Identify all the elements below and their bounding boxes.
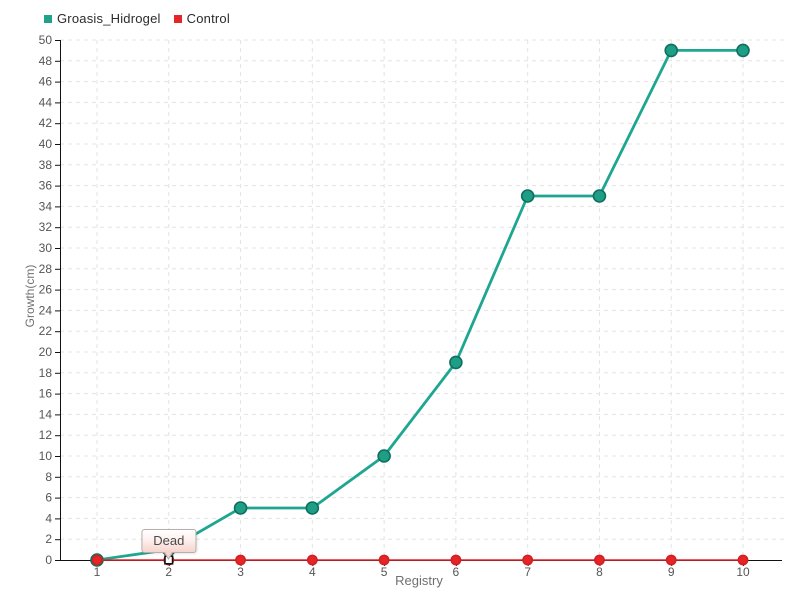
y-tick-label: 4 bbox=[45, 511, 52, 525]
y-tick-label: 2 bbox=[45, 532, 52, 546]
x-tick-label: 1 bbox=[94, 565, 101, 579]
data-point-control-3[interactable] bbox=[235, 554, 246, 566]
legend-swatch-icon bbox=[173, 14, 182, 23]
y-tick-label: 42 bbox=[39, 116, 53, 130]
y-tick-label: 26 bbox=[39, 283, 53, 297]
x-tick-label: 9 bbox=[668, 565, 675, 579]
tooltip-text: Dead bbox=[153, 533, 185, 548]
y-tick-label: 12 bbox=[39, 428, 53, 442]
x-tick-label: 10 bbox=[736, 565, 750, 579]
y-tick-label: 36 bbox=[39, 179, 53, 193]
tooltip-dead: Dead bbox=[141, 529, 197, 560]
y-tick-label: 50 bbox=[39, 33, 53, 47]
y-tick-label: 32 bbox=[39, 220, 53, 234]
data-point-control-7[interactable] bbox=[522, 554, 534, 566]
y-tick-label: 24 bbox=[39, 303, 53, 317]
y-axis-title: Growth(cm) bbox=[23, 264, 37, 328]
data-point-control-9[interactable] bbox=[665, 554, 677, 566]
x-axis-title: Registry bbox=[395, 573, 443, 588]
series-line-groasis-hidrogel[interactable] bbox=[96, 49, 743, 562]
data-point-groasis-hidrogel-6[interactable] bbox=[449, 355, 463, 370]
legend-label: Control bbox=[186, 11, 230, 26]
data-point-control-8[interactable] bbox=[594, 554, 605, 566]
legend: Groasis_Hidrogel Control bbox=[44, 11, 230, 26]
data-point-groasis-hidrogel-8[interactable] bbox=[592, 189, 607, 203]
x-tick-label: 3 bbox=[237, 565, 244, 579]
legend-item-control[interactable]: Control bbox=[173, 11, 230, 26]
data-point-groasis-hidrogel-5[interactable] bbox=[377, 449, 391, 463]
data-point-control-5[interactable] bbox=[378, 554, 390, 566]
x-tick-label: 5 bbox=[381, 565, 388, 579]
data-point-groasis-hidrogel-4[interactable] bbox=[305, 501, 320, 515]
y-tick-label: 44 bbox=[39, 95, 53, 109]
y-tick-label: 14 bbox=[39, 407, 53, 421]
data-point-control-1[interactable] bbox=[91, 554, 103, 566]
data-point-groasis-hidrogel-9[interactable] bbox=[664, 43, 679, 58]
y-tick-label: 16 bbox=[39, 387, 53, 401]
y-tick-label: 40 bbox=[39, 137, 53, 151]
y-tick-label: 0 bbox=[45, 553, 52, 567]
y-tick-label: 22 bbox=[39, 324, 53, 338]
y-tick-label: 18 bbox=[39, 366, 53, 380]
y-tick-label: 48 bbox=[39, 54, 53, 68]
data-point-control-4[interactable] bbox=[306, 554, 318, 566]
data-point-groasis-hidrogel-10[interactable] bbox=[736, 43, 750, 58]
gridlines bbox=[60, 39, 788, 560]
y-tick-label: 10 bbox=[39, 449, 53, 463]
y-tick-label: 30 bbox=[39, 241, 53, 255]
y-tick-label: 20 bbox=[39, 345, 53, 359]
data-point-control-6[interactable] bbox=[450, 554, 462, 566]
y-tick-label: 6 bbox=[45, 491, 52, 505]
legend-item-groasis-hidrogel[interactable]: Groasis_Hidrogel bbox=[44, 11, 161, 26]
x-tick-label: 7 bbox=[524, 565, 531, 579]
x-tick-label: 2 bbox=[165, 565, 172, 579]
data-point-groasis-hidrogel-3[interactable] bbox=[233, 501, 248, 515]
y-tick-label: 38 bbox=[39, 158, 53, 172]
data-point-control-10[interactable] bbox=[737, 554, 749, 566]
x-tick-label: 6 bbox=[453, 565, 460, 579]
series-groasis-hidrogel[interactable] bbox=[90, 43, 750, 567]
y-tick-label: 34 bbox=[39, 199, 53, 213]
legend-swatch-icon bbox=[44, 14, 52, 23]
data-point-groasis-hidrogel-7[interactable] bbox=[520, 189, 535, 203]
y-tick-label: 8 bbox=[45, 470, 52, 484]
y-tick-label: 46 bbox=[39, 75, 53, 89]
series-control[interactable] bbox=[91, 554, 749, 566]
x-tick-label: 8 bbox=[596, 565, 603, 579]
legend-label: Groasis_Hidrogel bbox=[57, 11, 161, 26]
x-tick-label: 4 bbox=[309, 565, 316, 579]
y-tick-label: 28 bbox=[39, 262, 53, 276]
